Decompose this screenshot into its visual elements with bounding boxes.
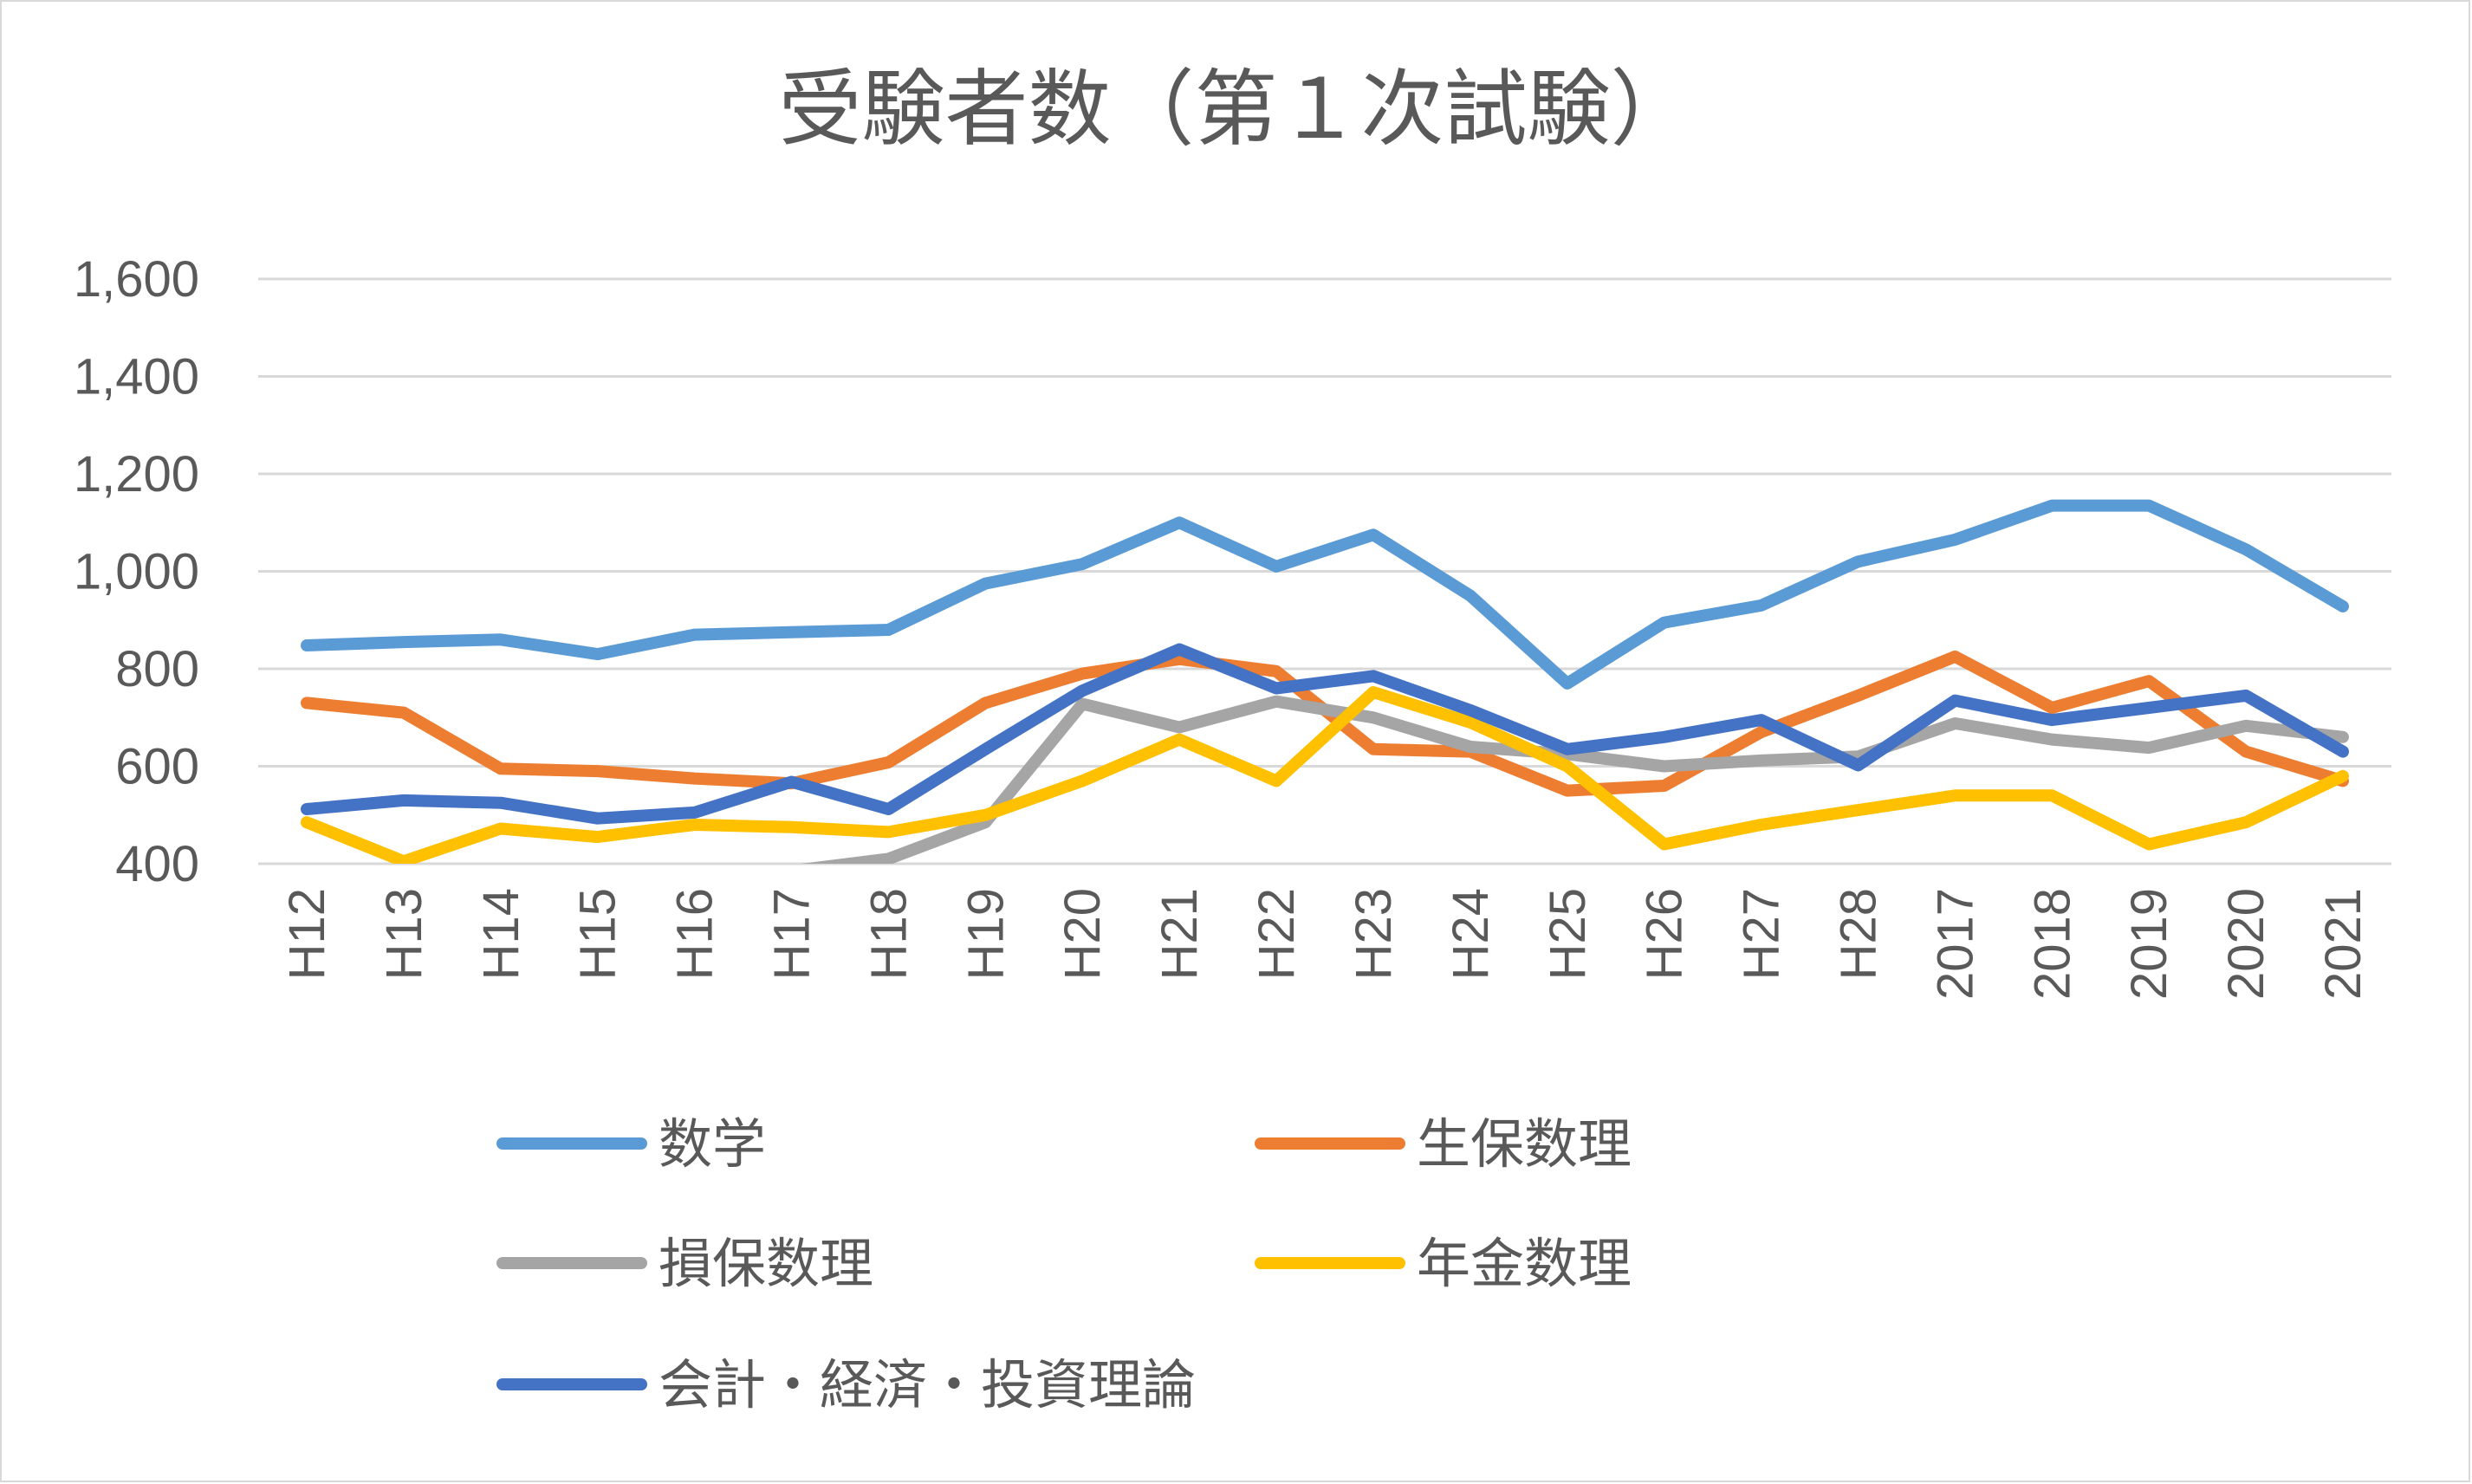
x-tick-label: H18 — [860, 888, 917, 980]
series-line — [301, 686, 2349, 864]
x-tick-label: H25 — [1540, 888, 1596, 980]
y-tick-label: 1,400 — [74, 349, 199, 405]
x-tick-label: H28 — [1831, 888, 1887, 980]
legend-label: 年金数理 — [1417, 1232, 1632, 1295]
series-lines — [301, 499, 2349, 864]
x-tick-label: H19 — [957, 888, 1014, 980]
y-tick-label: 1,000 — [74, 544, 199, 600]
y-axis-ticks: 400 600 800 1,000 1,200 1,400 1,600 — [74, 251, 199, 892]
x-tick-label: 2018 — [2024, 888, 2080, 1000]
x-tick-label: H27 — [1734, 888, 1790, 980]
x-tick-label: H20 — [1054, 888, 1111, 980]
y-tick-label: 1,600 — [74, 251, 199, 308]
x-tick-label: H21 — [1152, 888, 1208, 980]
y-tick-label: 600 — [115, 739, 199, 795]
x-tick-label: 2017 — [1927, 888, 1983, 1000]
x-tick-label: H23 — [1346, 888, 1402, 980]
x-tick-label: 2020 — [2218, 888, 2274, 1000]
legend-label: 生保数理 — [1417, 1112, 1632, 1176]
legend-label: 会計・経済・投資理論 — [659, 1353, 1196, 1416]
series-line — [301, 643, 2349, 825]
chart-title: 受験者数（第１次試験） — [778, 61, 1694, 158]
x-tick-label: H12 — [279, 888, 335, 980]
x-tick-label: H14 — [473, 888, 529, 980]
x-tick-label: H17 — [764, 888, 821, 980]
y-tick-label: 1,200 — [74, 446, 199, 502]
x-tick-label: H16 — [667, 888, 723, 980]
x-tick-label: H26 — [1637, 888, 1693, 980]
x-tick-label: H22 — [1249, 888, 1305, 980]
series-line — [301, 499, 2349, 690]
legend-label: 数学 — [659, 1112, 766, 1176]
x-tick-label: H24 — [1443, 888, 1499, 980]
legend-label: 損保数理 — [659, 1232, 873, 1295]
x-axis-ticks: H12 H13 H14 H15 H16 H17 H18 H19 H20 H21 H22 H23 H24 H… — [279, 888, 2371, 1000]
x-tick-label: H13 — [376, 888, 432, 980]
x-tick-label: 2021 — [2315, 888, 2371, 1000]
y-tick-label: 400 — [115, 836, 199, 892]
y-tick-label: 800 — [115, 641, 199, 697]
x-tick-label: H15 — [570, 888, 626, 980]
x-tick-label: 2019 — [2121, 888, 2177, 1000]
